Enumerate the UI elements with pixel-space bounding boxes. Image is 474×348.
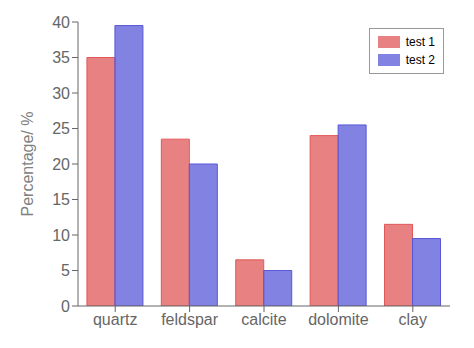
svg-text:5: 5: [61, 262, 70, 279]
svg-text:feldspar: feldspar: [161, 311, 219, 328]
svg-text:20: 20: [52, 156, 70, 173]
svg-text:0: 0: [61, 298, 70, 315]
svg-text:dolomite: dolomite: [308, 311, 369, 328]
svg-text:calcite: calcite: [241, 311, 286, 328]
svg-text:30: 30: [52, 85, 70, 102]
svg-text:10: 10: [52, 227, 70, 244]
svg-text:Percentage/ %: Percentage/ %: [19, 112, 36, 217]
svg-text:clay: clay: [399, 311, 427, 328]
html-text:test 2: test 2: [405, 53, 435, 67]
svg-text:40: 40: [52, 14, 70, 31]
svg-text:25: 25: [52, 120, 70, 137]
svg-text:35: 35: [52, 49, 70, 66]
svg-text:quartz: quartz: [93, 311, 137, 328]
html-text:test 1: test 1: [405, 35, 435, 49]
svg-text:15: 15: [52, 191, 70, 208]
